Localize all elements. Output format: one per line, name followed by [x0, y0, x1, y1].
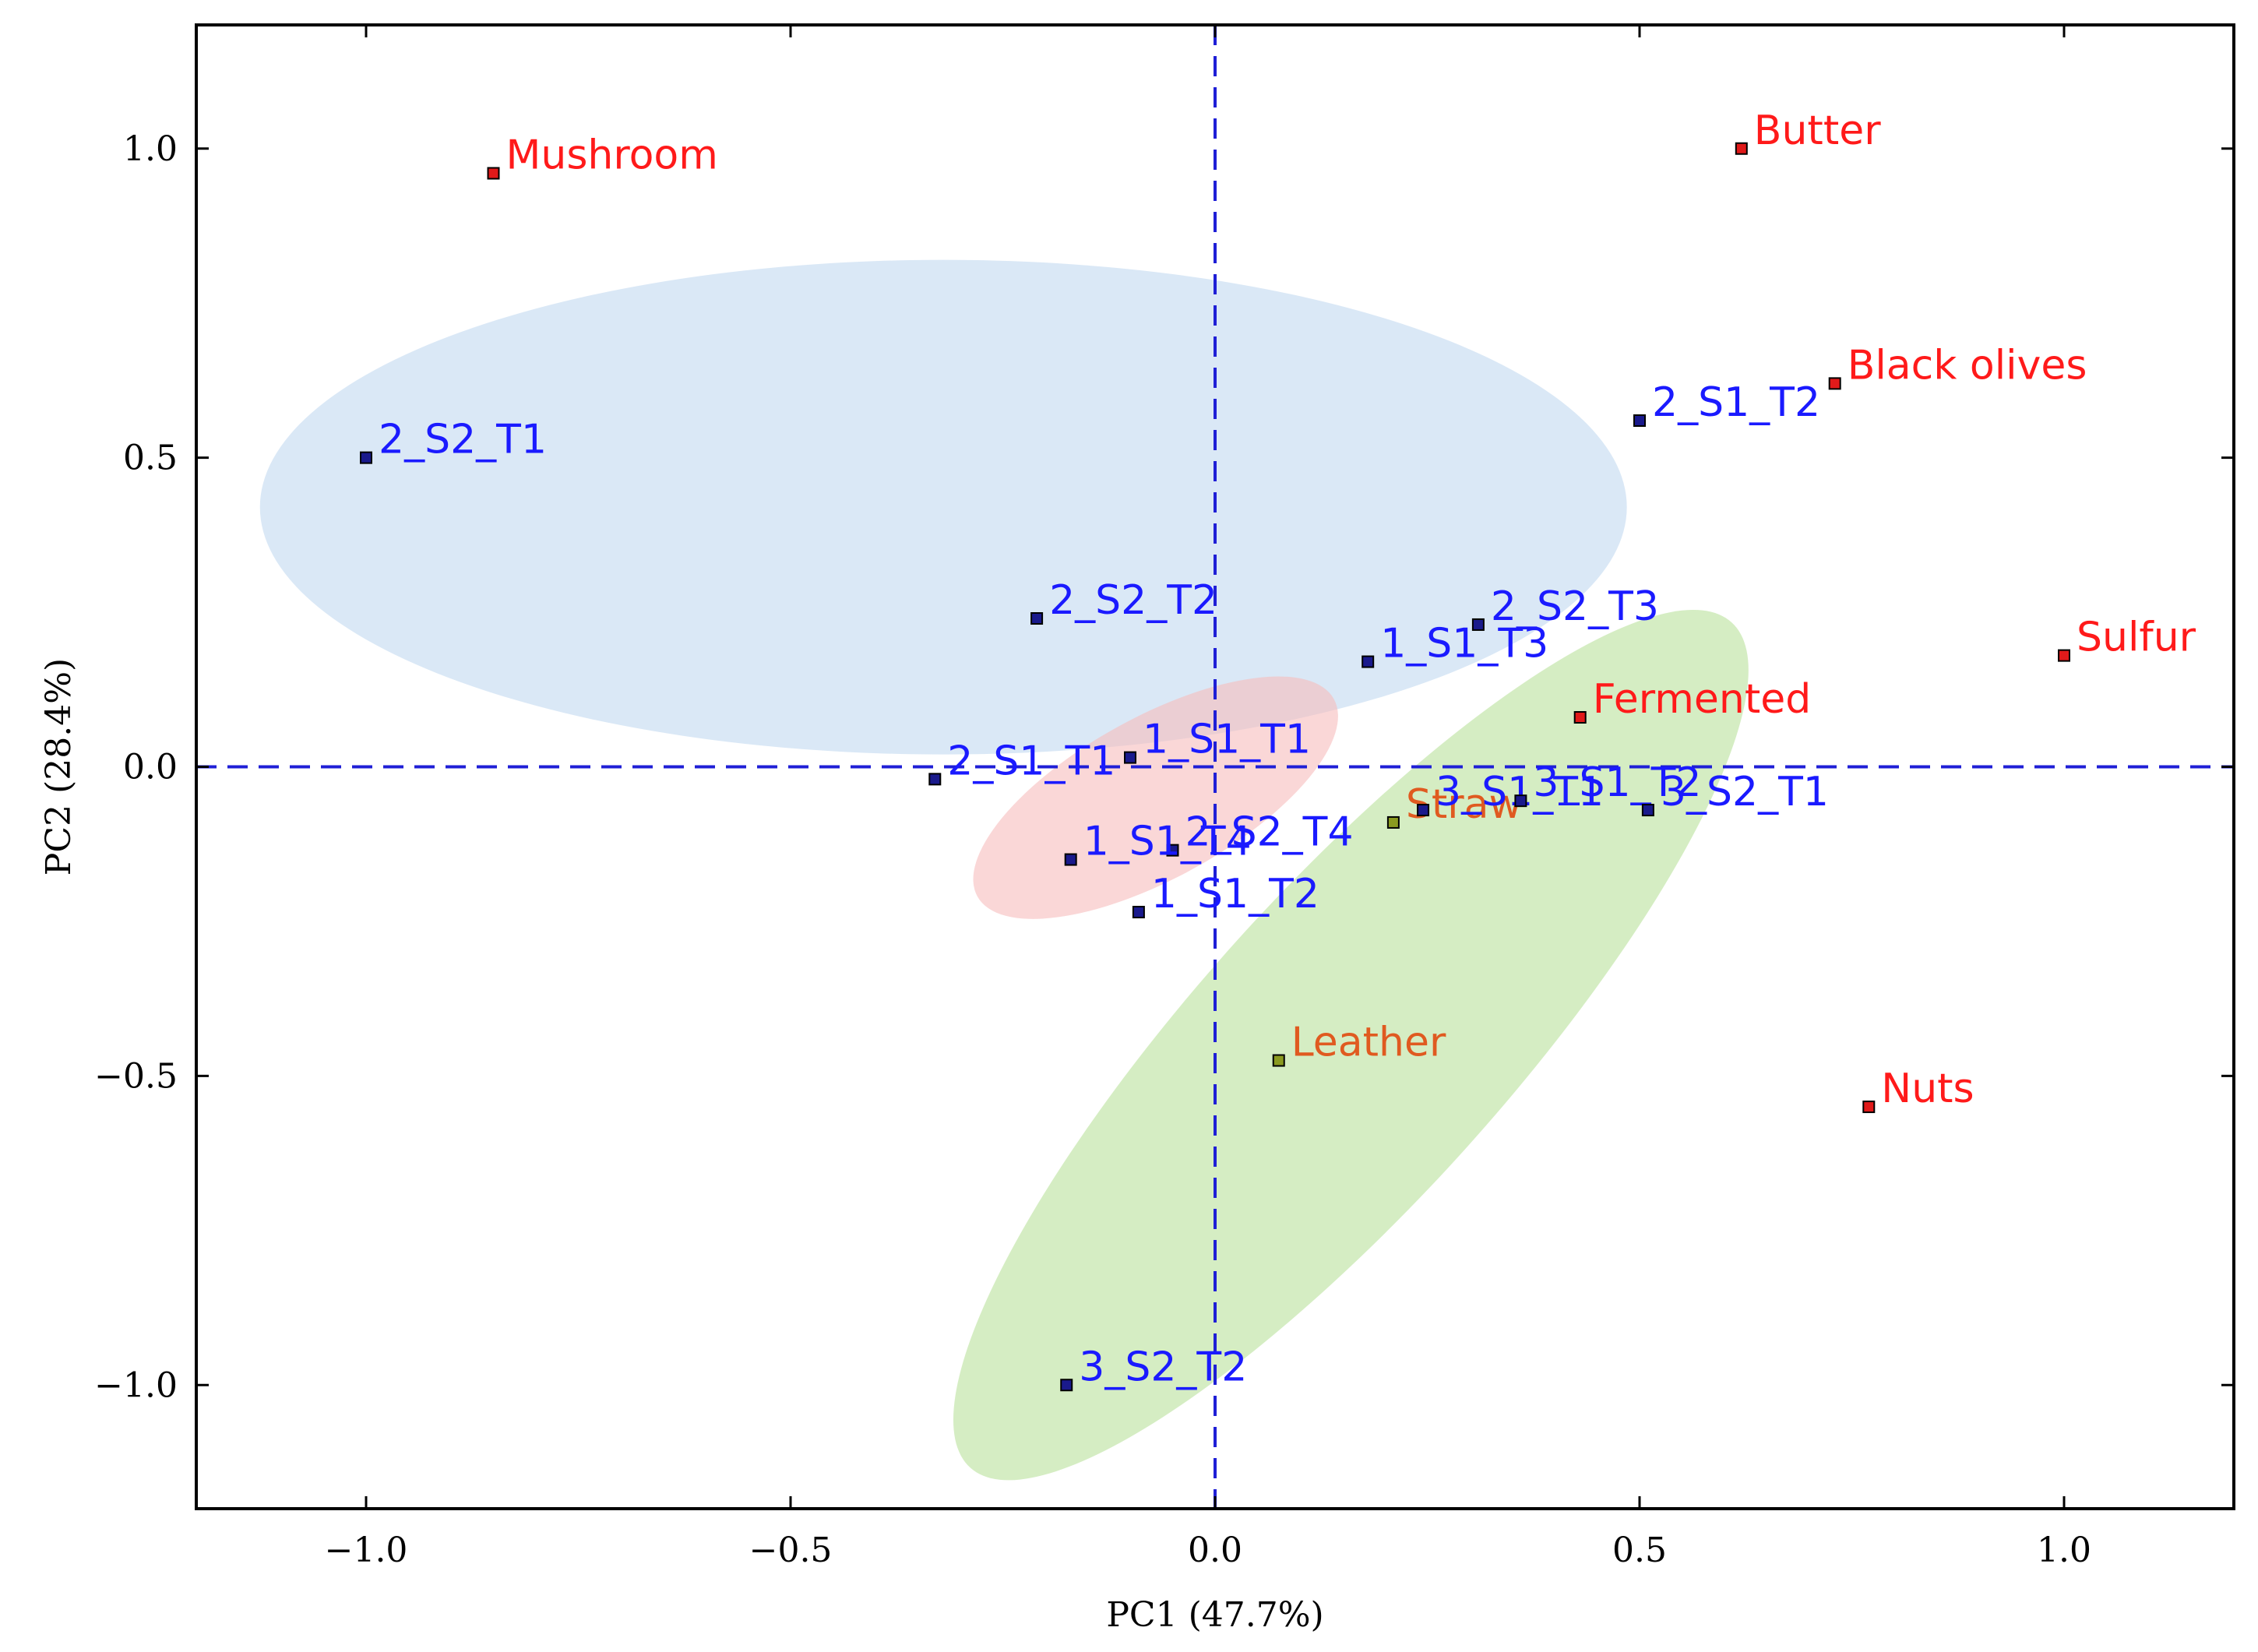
point-label: Mushroom	[506, 132, 718, 179]
point-label: Leather	[1291, 1020, 1446, 1066]
point-label: Nuts	[1881, 1066, 1974, 1112]
x-tick-label: 1.0	[2037, 1530, 2091, 1570]
point-label: 2_S2_T4	[1185, 809, 1354, 856]
point-label: 3_S2_T1	[1661, 769, 1829, 815]
point-label: 3_S2_T2	[1079, 1344, 1247, 1390]
y-tick-label: 0.5	[123, 439, 178, 478]
data-point	[1573, 711, 1587, 724]
y-axis-label: PC2 (28.4%)	[39, 658, 79, 875]
point-label: 2_S2_T1	[379, 417, 547, 463]
point-label: Sulfur	[2077, 615, 2196, 661]
data-point	[1124, 751, 1136, 764]
data-point	[1471, 618, 1485, 631]
point-label: 3_S1_T2	[1533, 759, 1701, 806]
y-tick-label: 1.0	[123, 129, 178, 169]
x-tick-label: 0.0	[1188, 1530, 1242, 1570]
x-tick-label: −0.5	[749, 1530, 833, 1570]
y-tick-label: −0.5	[94, 1056, 178, 1096]
data-point	[1060, 1379, 1073, 1392]
data-point	[1633, 414, 1646, 427]
x-tick-label: −1.0	[325, 1530, 408, 1570]
data-point	[1132, 906, 1145, 919]
data-point	[1828, 377, 1841, 390]
point-label: 3_S1_T1	[1435, 769, 1604, 815]
data-point	[1862, 1101, 1876, 1114]
point-label: 2_S2_T2	[1049, 577, 1217, 624]
red-group-ellipse	[973, 676, 1338, 919]
data-point	[360, 451, 372, 464]
data-point	[1166, 844, 1179, 857]
point-label: Butter	[1754, 107, 1881, 154]
data-point	[1641, 804, 1654, 817]
point-layer: Mushroom Butter Black olives Sulfur Fermente…	[360, 107, 2196, 1392]
data-point	[1361, 655, 1375, 668]
data-point	[928, 773, 942, 786]
point-label: 2_S2_T3	[1491, 583, 1659, 630]
x-tick-label: 0.5	[1612, 1530, 1667, 1570]
point-label: 1_S1_T1	[1143, 717, 1311, 763]
point-label: Black olives	[1848, 342, 2087, 389]
ellipse-layer	[259, 259, 1749, 1481]
data-point	[2058, 649, 2070, 662]
data-point	[1030, 612, 1044, 625]
point-label: 2_S1_T2	[1652, 379, 1820, 426]
data-point	[1735, 142, 1748, 155]
point-label: 1_S1_T3	[1380, 621, 1548, 667]
data-point	[1386, 815, 1400, 829]
y-tick-label: −1.0	[94, 1365, 178, 1405]
data-point	[1064, 853, 1077, 866]
tick-layer: −1.0 −0.5 0.0 0.5 1.0 −1.0 −0.5 0.0 0.5 1.0	[94, 25, 2234, 1570]
point-label: Fermented	[1593, 676, 1812, 723]
data-point	[1417, 804, 1430, 817]
y-tick-label: 0.0	[123, 748, 178, 787]
green-group-ellipse	[953, 609, 1749, 1481]
data-point	[487, 167, 500, 180]
point-label: 1_S1_T4	[1083, 819, 1252, 865]
data-point	[1514, 794, 1527, 808]
reference-lines	[196, 25, 2234, 1509]
x-axis-label: PC1 (47.7%)	[1106, 1595, 1323, 1635]
point-label: 1_S1_T2	[1151, 871, 1319, 918]
blue-group-ellipse	[259, 259, 1627, 755]
data-point	[1272, 1054, 1285, 1067]
point-label: 2_S1_T1	[947, 738, 1115, 784]
